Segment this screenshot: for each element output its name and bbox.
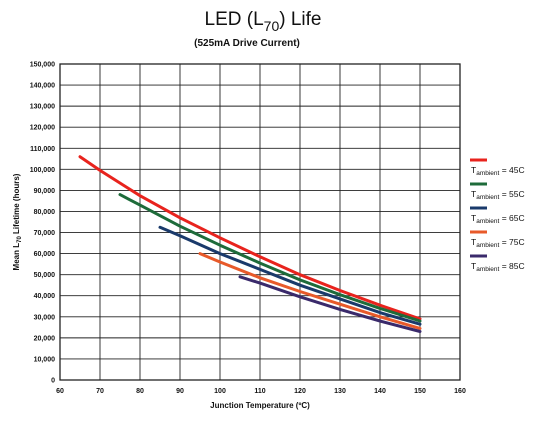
legend-label: Tambient = 75C (471, 237, 525, 249)
x-tick-label: 100 (214, 388, 226, 395)
series-line-75c (198, 252, 422, 330)
y-tick-label: 20,000 (34, 335, 56, 342)
plot-frame (59, 63, 461, 381)
grid (59, 63, 461, 381)
x-tick-label: 140 (374, 388, 386, 395)
series-line-65c (158, 225, 422, 326)
series-line-55c (118, 193, 422, 323)
x-tick-label: 70 (96, 388, 104, 395)
y-tick-label: 110,000 (30, 146, 55, 153)
chart-subtitle: (525mA Drive Current) (194, 38, 300, 49)
y-tick-label: 70,000 (34, 230, 56, 237)
chart-title-after: ) Life (279, 9, 321, 30)
x-axis-label: Junction Temperature (ºC) (210, 401, 310, 410)
x-tick-label: 110 (254, 388, 265, 395)
y-tick-label: 0 (51, 378, 55, 385)
series-line-45c (78, 155, 422, 321)
y-tick-label: 50,000 (34, 272, 56, 279)
legend: Tambient = 45C Tambient = 55C Tambient = 6… (470, 158, 525, 273)
x-tick-label: 80 (136, 388, 144, 395)
series-line-85c (238, 275, 422, 333)
y-axis-label-subscript: 70 (17, 236, 23, 243)
y-tick-label: 10,000 (34, 356, 56, 363)
x-tick-label: 160 (454, 388, 466, 395)
y-axis-label: Mean L70 Lifetime (hours) (12, 173, 23, 270)
chart-title: LED (L70) Life (205, 9, 322, 34)
y-tick-label: 80,000 (34, 209, 56, 216)
legend-label: Tambient = 65C (471, 213, 525, 225)
legend-label: Tambient = 55C (471, 189, 525, 201)
y-tick-label: 150,000 (30, 62, 55, 69)
y-tick-label: 90,000 (34, 188, 56, 195)
legend-label: Tambient = 85C (471, 261, 525, 273)
y-tick-label: 130,000 (30, 104, 55, 111)
y-axis-label-after: Lifetime (hours) (12, 173, 21, 236)
series-lines (78, 155, 422, 333)
y-tick-label: 40,000 (34, 293, 56, 300)
x-tick-label: 150 (414, 388, 426, 395)
y-tick-label: 100,000 (30, 167, 55, 174)
x-tick-label: 90 (176, 388, 184, 395)
y-tick-label: 30,000 (34, 314, 56, 321)
legend-label: Tambient = 45C (471, 165, 525, 177)
x-tick-label: 130 (334, 388, 346, 395)
x-tick-label: 120 (294, 388, 306, 395)
y-tick-label: 60,000 (34, 251, 56, 258)
axis-ticks: 60 70 80 90 100 110 120 130 140 150 160 0 10,000 20,0… (30, 62, 466, 396)
y-tick-label: 140,000 (30, 83, 55, 90)
chart-title-subscript: 70 (264, 18, 280, 34)
x-tick-label: 60 (56, 388, 64, 395)
y-tick-label: 120,000 (30, 125, 55, 132)
